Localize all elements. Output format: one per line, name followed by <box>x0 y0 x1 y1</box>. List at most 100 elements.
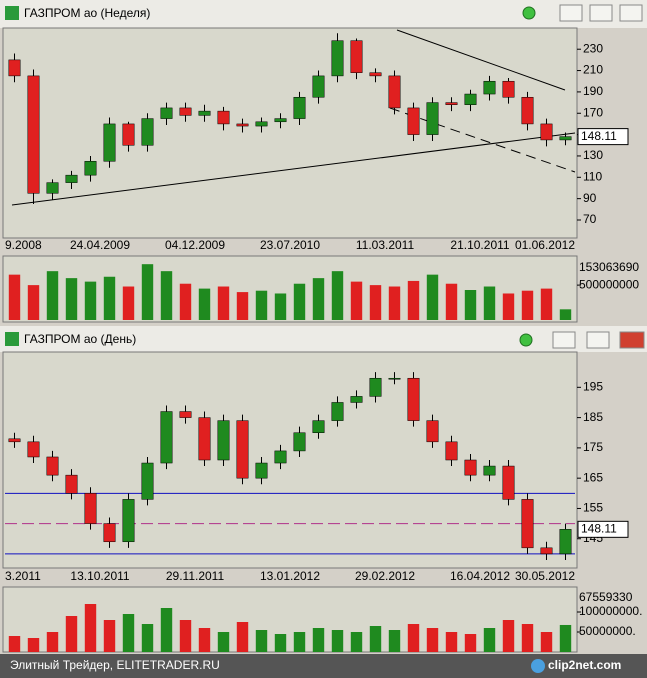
volume-area <box>2 586 578 653</box>
volume-bar <box>141 624 154 652</box>
candle-body <box>8 59 21 77</box>
x-tick-label: 16.04.2012 <box>450 569 510 583</box>
candle-body <box>65 474 78 494</box>
candle-body <box>236 123 249 127</box>
volume-bar <box>312 278 325 320</box>
candle-body <box>8 438 21 443</box>
candle-body <box>217 110 230 125</box>
candle-body <box>540 547 553 555</box>
y-tick-label: 110 <box>583 169 602 183</box>
trend-line <box>11 132 576 206</box>
candle-body <box>369 72 382 77</box>
close-button[interactable] <box>619 4 643 22</box>
volume-bar <box>350 281 363 320</box>
candle-body <box>483 465 496 476</box>
candle-body <box>46 456 59 476</box>
x-tick-label: 23.07.2010 <box>260 238 320 252</box>
candle-body <box>464 459 477 476</box>
candle-body <box>369 377 382 397</box>
plot-area <box>2 351 578 569</box>
candle-body <box>274 118 287 123</box>
footer-text: Элитный Трейдер, ELITETRADER.RU <box>10 658 220 672</box>
candle-body <box>198 417 211 461</box>
candle-body <box>27 75 40 194</box>
title-bar <box>0 0 647 28</box>
volume-bar <box>388 286 401 320</box>
logo-text: clip2net.com <box>548 658 621 672</box>
volume-bar <box>122 614 135 652</box>
candle-body <box>84 161 97 176</box>
candle-body <box>103 123 116 162</box>
volume-bar <box>160 608 173 652</box>
candle-body <box>236 420 249 479</box>
status-light <box>522 6 536 20</box>
candle-body <box>464 93 477 105</box>
volume-bar <box>331 271 344 320</box>
volume-bar <box>445 632 458 652</box>
x-tick-label: 11.03.2011 <box>356 238 415 252</box>
volume-bar <box>274 634 287 652</box>
candle-body <box>540 123 553 141</box>
candle-body <box>293 432 306 452</box>
volume-label: 67559330 <box>579 590 633 604</box>
candle-body <box>255 121 268 127</box>
volume-bar <box>122 286 135 320</box>
candle-body <box>255 462 268 479</box>
candle-body <box>331 402 344 421</box>
volume-bar <box>331 630 344 652</box>
volume-bar <box>521 624 534 652</box>
y-tick-label: 70 <box>583 212 597 226</box>
candle-body <box>27 441 40 458</box>
x-tick-label: 9.2008 <box>5 238 42 252</box>
candle-body <box>293 96 306 119</box>
maximize-button[interactable] <box>586 331 610 349</box>
volume-bar <box>540 288 553 320</box>
y-tick-label: 165 <box>583 470 603 484</box>
x-tick-label: 29.02.2012 <box>355 569 415 583</box>
candle-body <box>502 465 515 500</box>
volume-bar <box>464 634 477 652</box>
candle-body <box>350 40 363 73</box>
minimize-button[interactable] <box>552 331 576 349</box>
y-tick-label: 230 <box>583 41 603 55</box>
volume-label: 153063690 <box>579 260 639 274</box>
window-icon <box>5 6 19 20</box>
plot-area <box>2 27 578 239</box>
y-tick-label: 175 <box>583 440 603 454</box>
volume-bar <box>540 632 553 652</box>
x-tick-label: 29.11.2011 <box>166 569 225 583</box>
candle-body <box>445 102 458 105</box>
volume-bar <box>502 620 515 652</box>
window-title: ГАЗПРОМ ао (Неделя) <box>24 6 150 20</box>
candle-body <box>350 396 363 403</box>
volume-bar <box>350 632 363 652</box>
close-button[interactable] <box>619 331 645 349</box>
x-tick-label: 3.2011 <box>5 569 41 583</box>
window-icon <box>5 332 19 346</box>
volume-bar <box>179 283 192 320</box>
volume-bar <box>312 628 325 652</box>
candle-body <box>65 174 78 183</box>
volume-bar <box>27 285 40 320</box>
y-tick-label: 185 <box>583 410 603 424</box>
volume-bar <box>141 264 154 320</box>
volume-bar <box>559 624 572 652</box>
minimize-button[interactable] <box>559 4 583 22</box>
candle-body <box>331 40 344 77</box>
last-price: 148.11 <box>581 521 617 535</box>
candle-body <box>179 411 192 418</box>
volume-bar <box>426 274 439 320</box>
candle-body <box>388 75 401 109</box>
maximize-button[interactable] <box>589 4 613 22</box>
trend-line <box>396 29 566 91</box>
volume-bar <box>8 274 21 320</box>
trend-line <box>389 107 576 173</box>
candle-body <box>122 123 135 146</box>
volume-bar <box>198 628 211 652</box>
candle-body <box>84 493 97 524</box>
candle-body <box>407 107 420 135</box>
last-price-box <box>577 128 629 146</box>
volume-bar <box>407 280 420 320</box>
candle-body <box>502 80 515 98</box>
